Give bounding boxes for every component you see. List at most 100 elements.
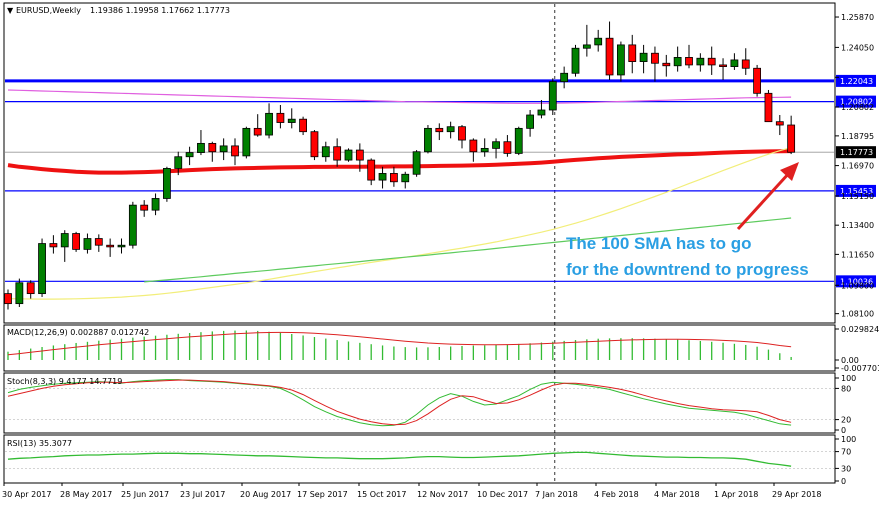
candle-body[interactable]: [333, 146, 342, 161]
macd-pane-frame: [3, 324, 836, 372]
candle-body[interactable]: [242, 127, 251, 157]
candle-body[interactable]: [503, 141, 512, 154]
chart-header-ohlc: 1.19386 1.19958 1.17662 1.17773: [90, 6, 230, 15]
candle-body[interactable]: [276, 112, 285, 123]
candle-body[interactable]: [480, 147, 489, 153]
candle-body[interactable]: [231, 145, 239, 157]
candle-body[interactable]: [560, 72, 569, 83]
pane-tick-label: 100: [841, 435, 856, 444]
candle-body[interactable]: [753, 67, 761, 94]
candle-body[interactable]: [571, 47, 580, 74]
candle-body[interactable]: [707, 57, 716, 66]
candle-body[interactable]: [38, 243, 46, 295]
candle-body[interactable]: [537, 109, 546, 116]
candle-body[interactable]: [253, 127, 262, 136]
candle-body[interactable]: [219, 145, 228, 153]
candle-body[interactable]: [617, 44, 625, 76]
candle-body[interactable]: [83, 238, 92, 250]
candle-body[interactable]: [492, 141, 500, 149]
candle-body[interactable]: [605, 37, 614, 76]
candle-body[interactable]: [197, 142, 205, 153]
price-tick-label: 1.24050: [841, 43, 874, 52]
candle-body[interactable]: [435, 127, 444, 133]
level-price-label: 1.20802: [840, 98, 873, 107]
candle-body[interactable]: [662, 62, 671, 67]
candle-body[interactable]: [26, 282, 35, 295]
candle-body[interactable]: [673, 57, 682, 67]
candle-body[interactable]: [344, 149, 353, 161]
candle-body[interactable]: [446, 126, 455, 133]
candle-body[interactable]: [401, 173, 410, 183]
price-tick-label: 1.18795: [841, 132, 874, 141]
candle-body[interactable]: [548, 81, 557, 111]
candle-body[interactable]: [321, 146, 330, 158]
candle-body[interactable]: [764, 92, 773, 123]
date-label: 17 Sep 2017: [297, 490, 348, 499]
moving-average-line: [7, 149, 792, 175]
candle-body[interactable]: [719, 64, 727, 67]
candle-body[interactable]: [696, 57, 705, 66]
candle-body[interactable]: [15, 282, 24, 305]
date-label: 10 Dec 2017: [477, 490, 528, 499]
pane-tick-label: 0.029824: [841, 325, 879, 334]
moving-average-line: [144, 217, 792, 283]
candle-body[interactable]: [94, 238, 103, 246]
candle-body[interactable]: [287, 118, 296, 123]
candle-body[interactable]: [741, 59, 750, 69]
candle-body[interactable]: [389, 173, 398, 183]
candle-body[interactable]: [174, 156, 183, 169]
candle-body[interactable]: [526, 114, 534, 129]
candle-body[interactable]: [265, 112, 273, 136]
date-label: 4 Feb 2018: [594, 490, 639, 499]
candle-body[interactable]: [458, 126, 466, 141]
rsi-line: [7, 451, 792, 467]
candle-body[interactable]: [628, 44, 637, 62]
pane-tick-label: 80: [841, 384, 851, 393]
candle-body[interactable]: [162, 168, 171, 199]
price-tick-label: 1.11650: [841, 250, 874, 259]
candle-body[interactable]: [469, 139, 478, 153]
date-label: 1 Apr 2018: [714, 490, 758, 499]
candle-body[interactable]: [60, 233, 69, 248]
candle-body[interactable]: [651, 52, 659, 64]
candle-body[interactable]: [378, 173, 387, 181]
annotation-arrow-icon: [736, 162, 799, 231]
candle-body[interactable]: [140, 204, 149, 211]
candle-body[interactable]: [208, 142, 217, 153]
date-label: 7 Jan 2018: [535, 490, 578, 499]
macd-signal-line: [7, 331, 792, 356]
candle-body[interactable]: [514, 127, 523, 154]
stoch-pane-frame: [3, 372, 836, 434]
candle-body[interactable]: [72, 233, 80, 250]
candle-body[interactable]: [424, 127, 432, 153]
candle-body[interactable]: [685, 57, 693, 66]
candle-body[interactable]: [367, 159, 376, 181]
candle-body[interactable]: [310, 131, 319, 158]
candle-body[interactable]: [151, 198, 160, 211]
candle-body[interactable]: [299, 118, 308, 133]
candle-body[interactable]: [49, 243, 58, 248]
candle-body[interactable]: [185, 152, 194, 158]
candle-body[interactable]: [106, 244, 115, 248]
candle-body[interactable]: [775, 121, 784, 126]
candle-body[interactable]: [128, 204, 137, 246]
level-price-label: 1.17773: [840, 148, 873, 157]
pane-tick-label: 100: [841, 374, 856, 383]
chart-header-symbol: EURUSD,Weekly: [16, 6, 81, 15]
candle-body[interactable]: [355, 149, 364, 161]
level-price-box: [836, 275, 876, 288]
candle-body[interactable]: [412, 151, 421, 175]
date-label: 30 Apr 2017: [2, 490, 51, 499]
date-label: 23 Jul 2017: [180, 490, 225, 499]
candle-body[interactable]: [730, 59, 739, 67]
level-price-box: [836, 184, 876, 197]
candle-body[interactable]: [594, 37, 603, 46]
price-tick-label: 1.20802: [841, 103, 874, 112]
candle-body[interactable]: [639, 52, 648, 62]
candle-body[interactable]: [117, 244, 126, 248]
level-price-box: [836, 146, 876, 159]
candle-body[interactable]: [787, 124, 796, 153]
candle-body[interactable]: [582, 44, 591, 49]
candle-body[interactable]: [4, 293, 12, 305]
